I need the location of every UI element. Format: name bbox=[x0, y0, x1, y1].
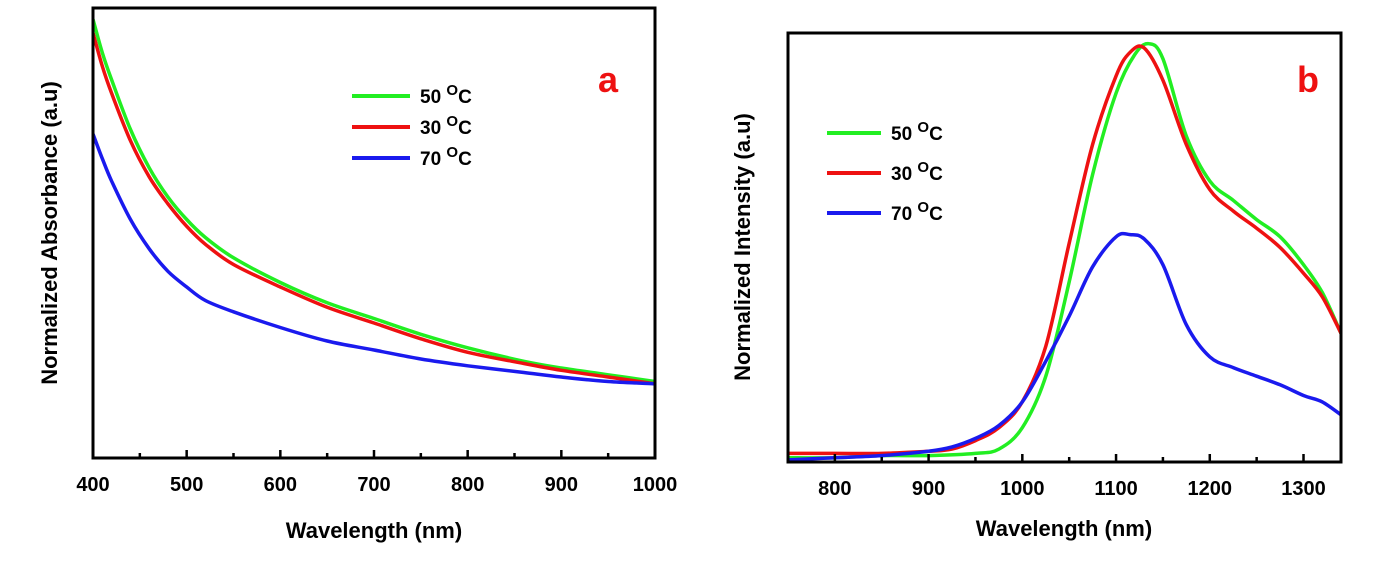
series-line-30C bbox=[93, 32, 655, 386]
legend-label-30C: 30 OC bbox=[891, 159, 943, 185]
x-tick-label: 1100 bbox=[1094, 478, 1137, 500]
series-line-50C bbox=[788, 41, 1341, 460]
y-axis-label: Normalized Absorbance (a.u) bbox=[37, 81, 62, 385]
legend: 50 OC 30 OC 70 OC bbox=[352, 82, 472, 170]
series-line-70C bbox=[93, 133, 655, 386]
x-tick-label: 900 bbox=[912, 478, 945, 500]
y-axis-label: Normalized Intensity (a.u) bbox=[730, 113, 755, 381]
x-axis-label: Wavelength (nm) bbox=[286, 518, 462, 543]
x-tick-label: 500 bbox=[170, 474, 203, 496]
x-axis-ticks: 800 900 1000 1100 1200 1300 bbox=[786, 454, 1326, 500]
x-tick-label: 1000 bbox=[1000, 478, 1045, 500]
legend-label-70C: 70 OC bbox=[420, 144, 472, 170]
x-tick-label: 1300 bbox=[1281, 478, 1326, 500]
legend-label-50C: 50 OC bbox=[420, 82, 472, 108]
x-tick-label: 900 bbox=[545, 474, 578, 496]
x-tick-label: 1000 bbox=[633, 474, 678, 496]
plot-frame bbox=[786, 31, 1343, 464]
x-tick-label: 1200 bbox=[1188, 478, 1233, 500]
panel-letter: a bbox=[598, 59, 619, 100]
legend-label-30C: 30 OC bbox=[420, 113, 472, 139]
panel-b-emission-chart: 800 900 1000 1100 1200 1300 Wavelength (nm) Nor… bbox=[730, 31, 1343, 541]
x-tick-label: 800 bbox=[451, 474, 484, 496]
x-axis-ticks: 400 500 600 700 800 900 1000 bbox=[76, 450, 677, 496]
legend: 50 OC 30 OC 70 OC bbox=[827, 119, 943, 225]
series-line-50C bbox=[93, 18, 655, 384]
series-lines bbox=[93, 18, 655, 386]
x-tick-label: 400 bbox=[76, 474, 109, 496]
x-tick-label: 800 bbox=[818, 478, 851, 500]
legend-label-50C: 50 OC bbox=[891, 119, 943, 145]
series-line-30C bbox=[788, 44, 1341, 456]
series-line-70C bbox=[788, 231, 1341, 462]
legend-label-70C: 70 OC bbox=[891, 199, 943, 225]
x-axis-label: Wavelength (nm) bbox=[976, 516, 1152, 541]
x-tick-label: 700 bbox=[357, 474, 390, 496]
x-tick-label: 600 bbox=[264, 474, 297, 496]
panel-letter: b bbox=[1297, 59, 1319, 100]
series-lines bbox=[788, 41, 1341, 462]
panel-a-absorbance-chart: 400 500 600 700 800 900 1000 Wavelength (nm) Nor… bbox=[37, 6, 677, 543]
plot-frame bbox=[91, 6, 657, 460]
